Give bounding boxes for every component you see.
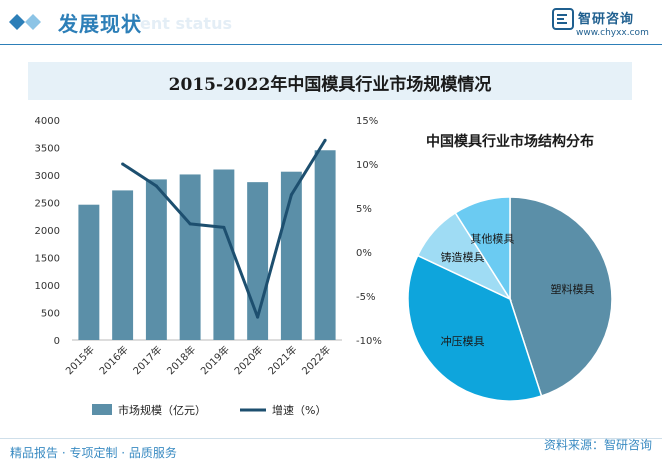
pie-title: 中国模具行业市场结构分布 (426, 133, 594, 150)
left-axis-tick-label: 500 (41, 309, 60, 320)
bar-2016年 (112, 190, 134, 340)
right-axis-tick-label: 0% (356, 248, 372, 259)
pie-slice-冲压模具 (407, 254, 543, 402)
growth-rate-point (121, 162, 125, 166)
pie-slice-其他模具 (454, 196, 511, 302)
header-divider (0, 44, 662, 45)
growth-rate-point (222, 225, 226, 229)
bar-2017年 (145, 179, 167, 340)
x-axis-tick-label: 2019年 (198, 343, 232, 377)
right-axis-tick-label: -5% (356, 292, 375, 303)
x-axis-tick-label: 2015年 (63, 343, 97, 377)
bar-2015年 (78, 204, 100, 340)
legend-label-market-size: 市场规模（亿元） (118, 403, 206, 417)
right-axis-tick-label: 10% (356, 160, 378, 171)
brand-logo-icon (552, 8, 574, 30)
x-axis-tick-label: 2016年 (96, 343, 130, 377)
right-axis-tick-label: 5% (356, 204, 372, 215)
left-axis-tick-label: 0 (54, 336, 60, 347)
left-axis-tick-label: 4000 (35, 116, 60, 127)
pie-slice-塑料模具 (509, 196, 613, 397)
diamond-bullets-icon (9, 14, 41, 30)
pie-slice-label: 铸造模具 (441, 250, 485, 264)
bar-2019年 (213, 169, 235, 340)
x-axis-tick-label: 2020年 (231, 343, 265, 377)
growth-rate-point (256, 315, 260, 319)
left-axis-tick-label: 3500 (35, 144, 60, 155)
legend-swatch-bar (92, 404, 112, 415)
combo-chart: 0 500 1000 1500 2000 2500 3000 3500 4000 -10% -5% 0… (35, 116, 382, 417)
growth-rate-point (289, 193, 293, 197)
section-title: 发展现状 (58, 12, 142, 36)
x-axis-tick-label: 2017年 (130, 343, 164, 377)
left-axis-tick-label: 1000 (35, 281, 60, 292)
brand-url: www.chyxx.com (576, 28, 649, 38)
x-axis-tick-label: 2018年 (164, 343, 198, 377)
bar-2018年 (179, 174, 201, 340)
bar-2022年 (314, 150, 336, 340)
pie-slice-label: 冲压模具 (441, 334, 485, 348)
right-axis-tick-label: 15% (356, 116, 378, 127)
footer-source: 资料来源：智研咨询 (543, 438, 652, 452)
growth-rate-point (154, 184, 158, 188)
footer-divider (0, 438, 662, 439)
pie-slice-label: 其他模具 (470, 232, 514, 245)
page-header: ent status 发展现状 智研咨询 www.chyxx.com (0, 0, 662, 46)
left-axis-tick-label: 2500 (35, 199, 60, 210)
x-axis-tick-label: 2022年 (299, 343, 333, 377)
growth-rate-point (188, 222, 192, 226)
growth-rate-point (323, 138, 327, 142)
pie-slice-label: 塑料模具 (550, 282, 594, 296)
footer-slogan: 精品报告 · 专项定制 · 品质服务 (10, 446, 177, 460)
legend-label-growth: 增速（%） (272, 403, 326, 417)
left-axis-tick-label: 2000 (35, 226, 60, 237)
left-axis-tick-label: 1500 (35, 254, 60, 265)
header-ghost-text: ent status (140, 14, 232, 33)
x-axis-tick-label: 2021年 (265, 343, 299, 377)
brand-logo: 智研咨询 www.chyxx.com (552, 6, 652, 42)
main-title-bar: 2015-2022年中国模具行业市场规模情况 (28, 62, 632, 100)
right-axis-tick-label: -10% (356, 336, 382, 347)
main-title: 2015-2022年中国模具行业市场规模情况 (168, 75, 492, 95)
left-axis-tick-label: 3000 (35, 171, 60, 182)
chart-canvas: 0 500 1000 1500 2000 2500 3000 3500 4000 -10% -5% 0… (35, 116, 613, 417)
brand-name: 智研咨询 (578, 12, 635, 27)
